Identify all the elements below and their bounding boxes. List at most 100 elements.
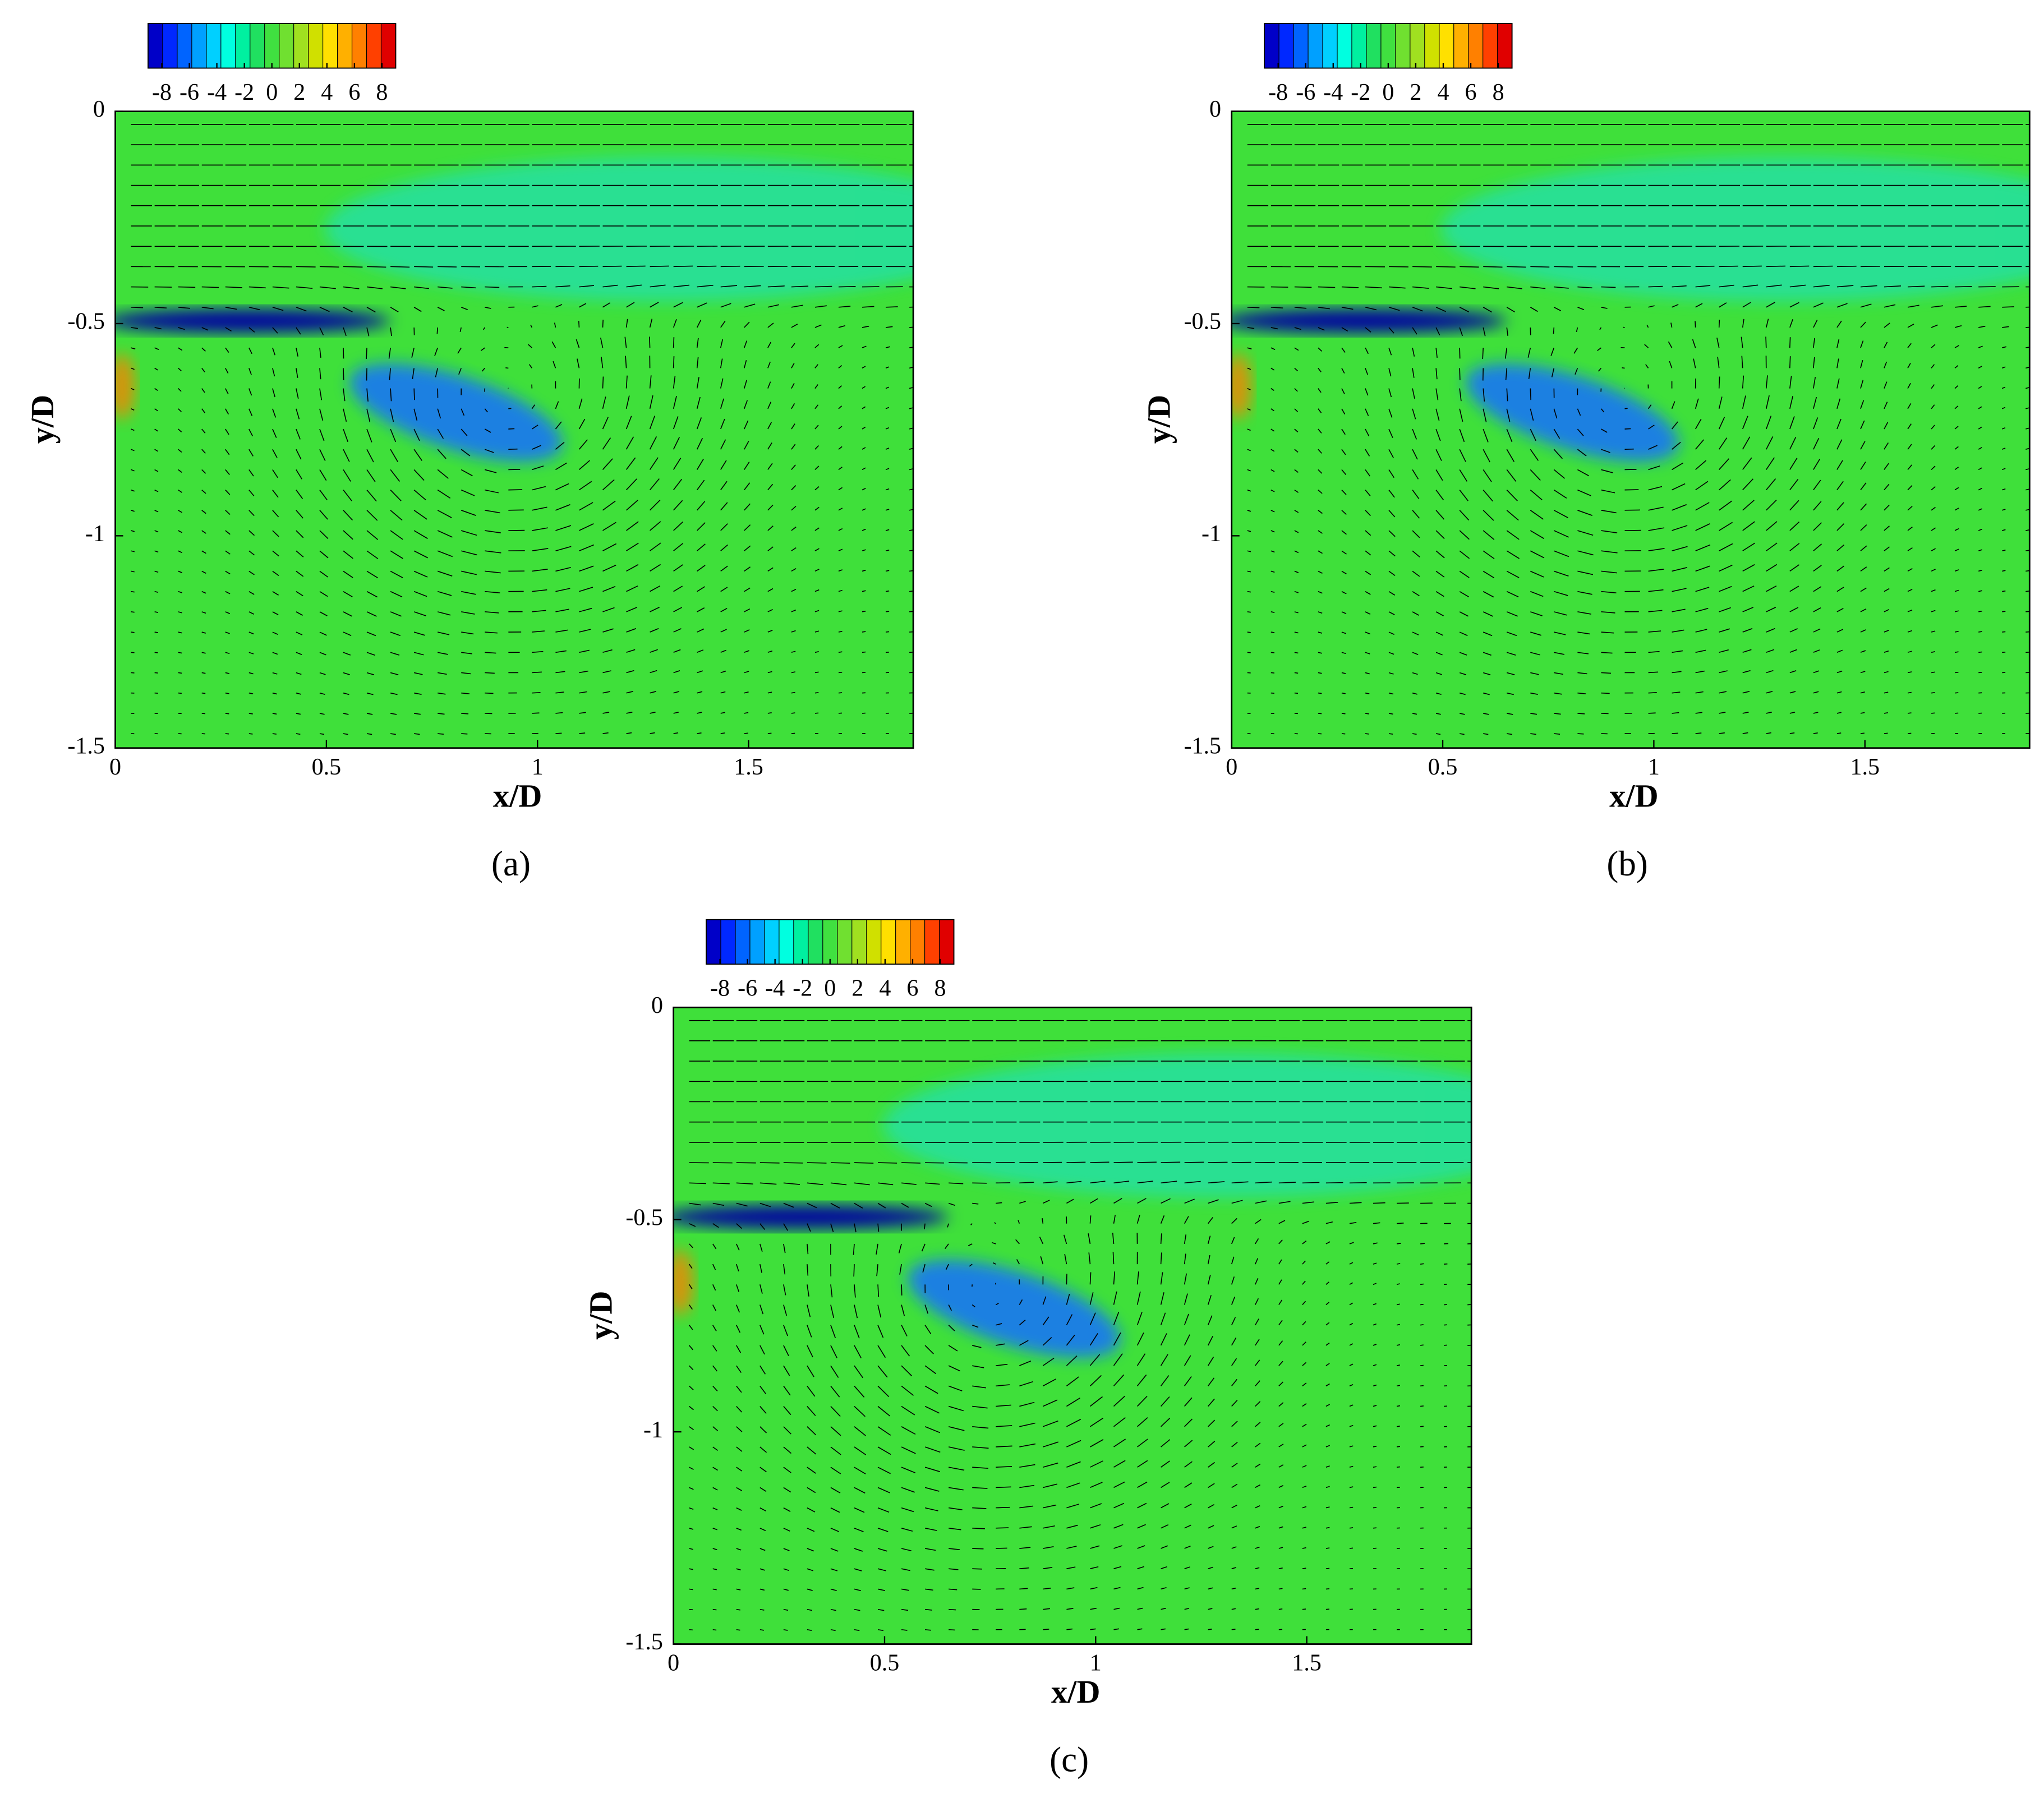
vector [1717,357,1720,368]
vector [744,265,764,268]
vector [1160,1272,1163,1285]
vector [1113,1312,1120,1326]
vector [1530,631,1541,636]
vector [296,652,302,655]
vector [1184,1440,1193,1447]
vector [201,591,206,594]
vector [437,428,444,439]
vector [201,388,205,393]
vector [744,524,751,531]
vector [1255,1318,1259,1326]
vector [154,347,159,351]
vector [248,570,255,575]
vector [2025,488,2029,491]
vector [759,1325,765,1335]
vector [178,408,182,412]
vector [1954,548,1959,551]
vector [901,1304,905,1316]
vector [1161,1649,1166,1650]
vector [1954,528,1959,531]
vector [862,487,866,491]
vector [854,1528,864,1533]
vector [1090,1161,1110,1163]
vector [1373,1507,1377,1509]
vector [1247,631,1251,633]
vector [1325,1445,1330,1447]
vector [1884,322,1890,328]
vector [248,692,254,695]
vector [248,368,252,375]
vector [1388,388,1392,398]
vector [901,1588,909,1591]
vector [1318,672,1322,674]
vector [854,1223,857,1233]
vector [697,649,704,653]
field-vortex [1466,363,1679,462]
vector [248,611,255,615]
vector [485,631,498,634]
vector [807,1345,813,1358]
vector [1789,319,1793,328]
vector [577,358,580,368]
vector [1318,469,1323,474]
vector [1789,712,1796,714]
vector [1412,652,1419,655]
vector [877,1507,890,1513]
vector [759,1243,763,1252]
vector [862,672,866,674]
vector [783,1385,791,1396]
vector [532,548,549,552]
vector [1208,1419,1216,1427]
vector [1459,550,1470,559]
vector [579,481,592,491]
vector [854,1345,862,1359]
vector [1160,1312,1166,1326]
vector [1789,670,1797,674]
vector [972,1487,988,1489]
vector [1247,367,1251,370]
vector [1043,1441,1059,1447]
colorbar-tick-label: -6 [1296,80,1315,105]
vector [673,670,680,674]
vector [791,464,796,470]
vector [1341,408,1346,415]
vector [1483,692,1490,695]
vector [1412,449,1418,460]
vector [1255,1588,1259,1590]
vector [1349,1242,1354,1244]
vector [272,306,284,311]
vector [201,713,206,714]
vector [225,327,232,332]
vector [555,650,567,653]
vector [1459,631,1468,637]
vector [712,1284,716,1291]
vector [1294,449,1299,453]
vector [1365,368,1369,375]
vector [1435,449,1442,461]
vector [649,375,652,389]
vector [2002,326,2009,328]
vector [1836,691,1842,694]
vector [1184,1181,1201,1184]
vector [1742,375,1744,389]
y-tick-label: -1 [85,521,105,547]
vector [1208,1504,1215,1509]
vector [1741,336,1743,348]
vector [854,1446,867,1455]
vector [1931,548,1936,551]
vector [1506,530,1520,540]
vector [602,479,615,491]
vector [1766,753,1771,754]
vector [972,1548,984,1550]
vector [854,1385,865,1398]
vector [225,692,229,694]
vector [901,1446,916,1454]
vector [673,302,683,308]
vector [1396,1487,1400,1488]
vector [1766,284,1782,288]
vector [1231,1276,1235,1285]
vector [225,428,229,435]
vector [459,327,462,333]
vector [1505,368,1508,381]
vector [296,611,303,616]
